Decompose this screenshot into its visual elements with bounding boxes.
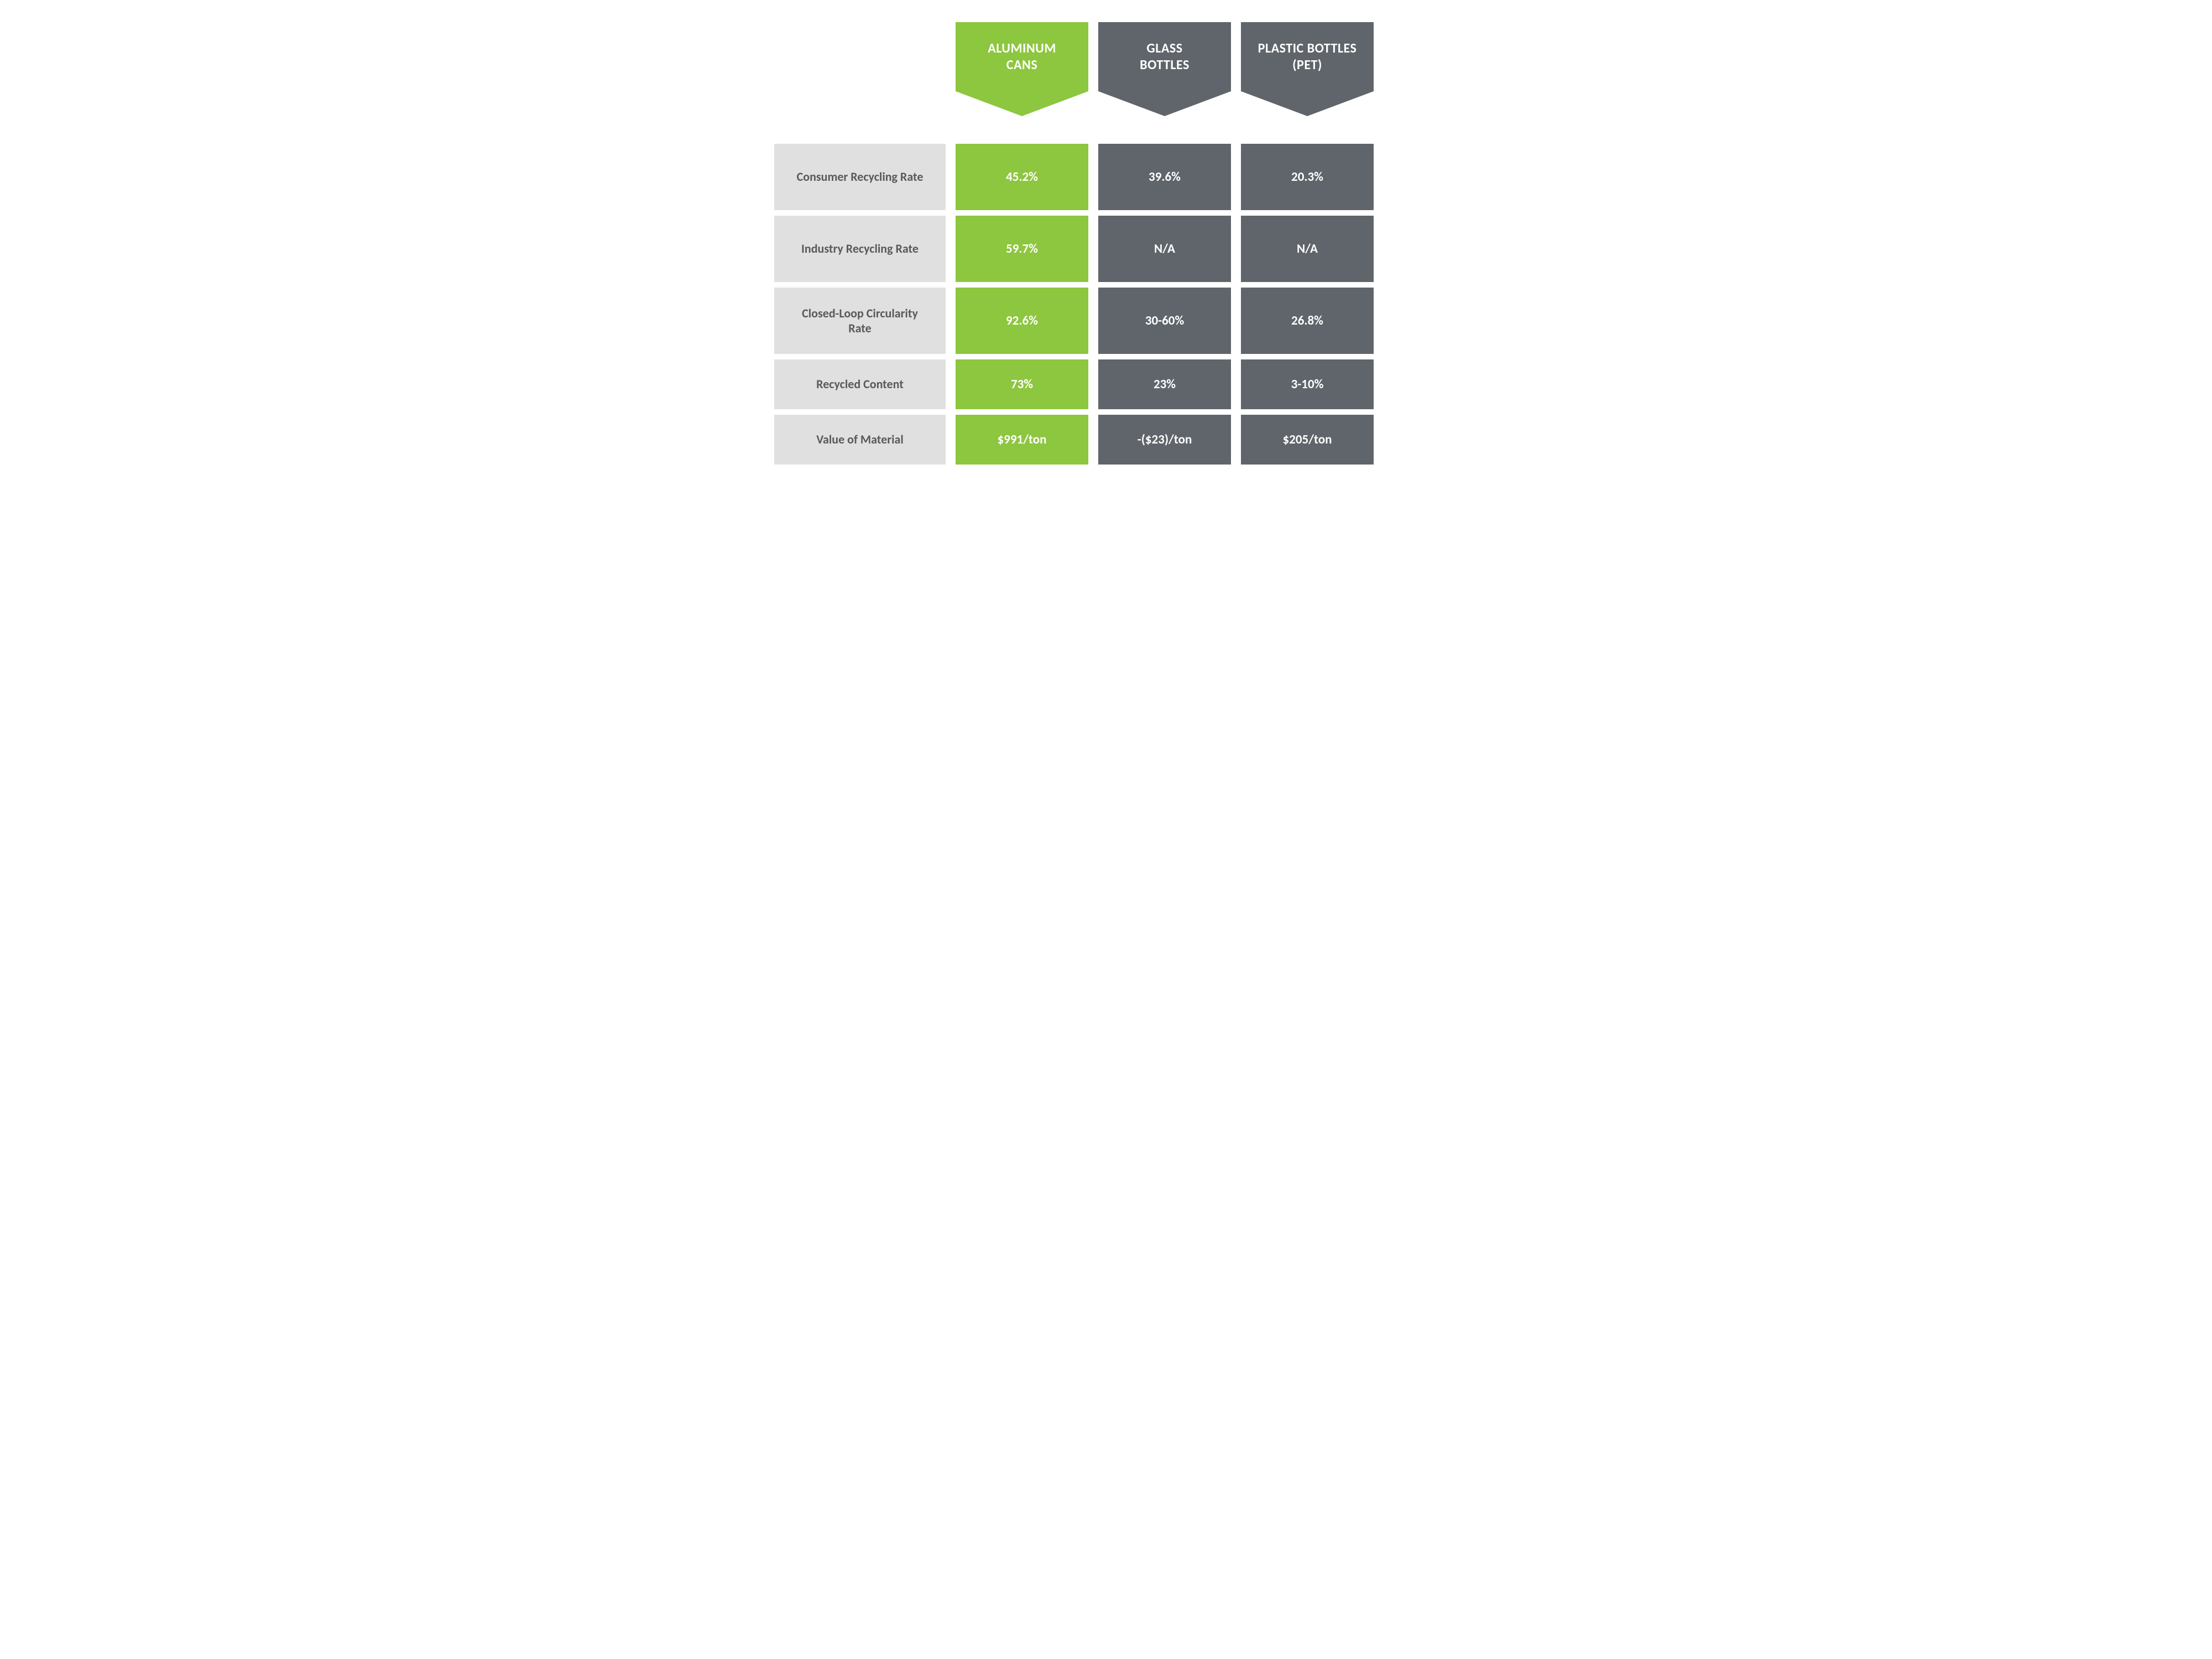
data-cell: 92.6% [956,288,1088,354]
header-spacer [774,22,946,116]
column-header-glass: GLASSBOTTLES [1098,22,1231,116]
data-cell: N/A [1241,216,1374,282]
data-cell: 20.3% [1241,144,1374,210]
column-header-label: GLASSBOTTLES [1098,22,1231,91]
chevron-down-icon [1098,91,1231,116]
data-cell: 30-60% [1098,288,1231,354]
data-cell: $205/ton [1241,415,1374,465]
data-cell: 45.2% [956,144,1088,210]
row-label: Industry Recycling Rate [774,216,946,282]
header-body-gap [774,122,1374,138]
column-header-label: ALUMINUMCANS [956,22,1088,91]
data-cell: $991/ton [956,415,1088,465]
chevron-down-icon [1241,91,1374,116]
data-cell: 73% [956,359,1088,409]
column-header-plastic: PLASTIC BOTTLES(PET) [1241,22,1374,116]
row-label: Value of Material [774,415,946,465]
data-cell: 3-10% [1241,359,1374,409]
data-cell: 23% [1098,359,1231,409]
row-label: Consumer Recycling Rate [774,144,946,210]
comparison-table: ALUMINUMCANS GLASSBOTTLES PLASTIC BOTTLE… [774,22,1438,465]
column-header-label: PLASTIC BOTTLES(PET) [1241,22,1374,91]
chevron-down-icon [956,91,1088,116]
row-label: Recycled Content [774,359,946,409]
data-cell: 39.6% [1098,144,1231,210]
data-cell: N/A [1098,216,1231,282]
data-cell: -($23)/ton [1098,415,1231,465]
data-cell: 26.8% [1241,288,1374,354]
data-cell: 59.7% [956,216,1088,282]
column-header-aluminum: ALUMINUMCANS [956,22,1088,116]
row-label: Closed-Loop Circularity Rate [774,288,946,354]
